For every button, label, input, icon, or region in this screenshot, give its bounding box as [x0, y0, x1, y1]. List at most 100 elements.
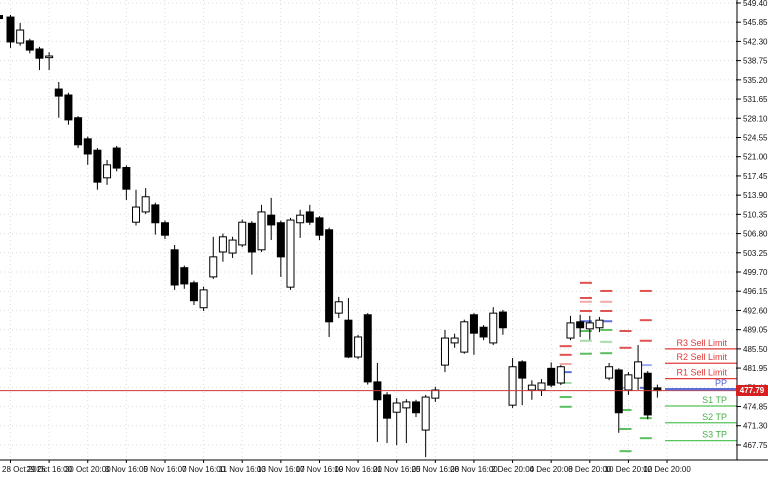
x-tick-label: 10 Dec 20:00	[605, 465, 653, 474]
pivot-dash	[600, 340, 613, 343]
candle-bear	[383, 394, 392, 419]
pivot-dash	[559, 363, 572, 366]
y-tick-label: 542.30	[743, 37, 768, 46]
x-tick-label: 7 Nov 16:00	[182, 465, 226, 474]
candle-bear	[479, 326, 488, 338]
candle-bull	[296, 214, 305, 224]
current-price-value: 477.79	[739, 386, 765, 396]
candle-bull	[238, 221, 247, 246]
candle-bull	[537, 382, 546, 391]
y-tick-label: 492.60	[743, 306, 768, 315]
pivot-dash	[619, 409, 632, 412]
x-tick-label: 3 Nov 16:00	[105, 465, 149, 474]
pivot-dash	[600, 289, 613, 292]
x-tick-label: 8 Dec 20:00	[568, 465, 612, 474]
candle-bull	[141, 196, 150, 213]
y-tick-label: 528.10	[743, 114, 768, 123]
x-tick-label: 2 Dec 20:00	[491, 465, 535, 474]
x-tick-label: 30 Oct 20:00	[65, 465, 111, 474]
candle-bear	[247, 222, 256, 253]
candle-bull	[450, 337, 459, 344]
y-tick-label: 506.80	[743, 230, 768, 239]
level-label-s1-tp[interactable]: S1 TP	[702, 395, 727, 405]
level-label-pp[interactable]: PP	[715, 378, 727, 388]
y-tick-label: 496.15	[743, 287, 768, 296]
level-label-s2-tp[interactable]: S2 TP	[702, 412, 727, 422]
candle-bull	[45, 55, 54, 59]
candle-bull	[460, 321, 469, 353]
candle-bear	[83, 138, 92, 155]
candle-bear	[93, 149, 102, 183]
y-tick-label: 521.00	[743, 153, 768, 162]
candle-bear	[180, 267, 189, 285]
level-label-r3-sell-limit[interactable]: R3 Sell Limit	[676, 338, 727, 348]
candle-bull	[257, 211, 266, 251]
pivot-dash	[639, 417, 652, 420]
y-tick-label: 481.95	[743, 364, 768, 373]
partial-candle	[0, 15, 3, 20]
x-tick-label: 28 Oct 2025	[2, 465, 46, 474]
current-price-tag: 477.79	[736, 385, 768, 397]
y-tick-label: 474.85	[743, 403, 768, 412]
pivot-dash	[639, 339, 652, 342]
candle-bear	[160, 222, 169, 236]
candle-bear	[64, 94, 73, 121]
y-tick-label: 510.35	[743, 210, 768, 219]
candle-bull	[228, 239, 237, 254]
candle-bear	[469, 314, 478, 334]
candle-bull	[440, 337, 449, 366]
candle-bull	[16, 29, 25, 44]
y-tick-label: 499.70	[743, 268, 768, 277]
candle-bear	[170, 249, 179, 286]
pivot-dash	[579, 320, 592, 323]
candle-bear	[412, 401, 421, 414]
y-tick-label: 489.05	[743, 326, 768, 335]
candle-bear	[25, 40, 34, 51]
pivot-dash	[579, 300, 592, 303]
y-tick-label: 545.85	[743, 18, 768, 27]
y-tick-label: 535.20	[743, 76, 768, 85]
candle-bull	[595, 319, 604, 329]
x-tick-label: 19 Nov 16:00	[334, 465, 382, 474]
candle-bull	[634, 361, 643, 379]
y-tick-label: 471.30	[743, 422, 768, 431]
level-label-s3-tp[interactable]: S3 TP	[702, 430, 727, 440]
level-label-r1-sell-limit[interactable]: R1 Sell Limit	[676, 368, 727, 378]
candle-bear	[151, 204, 160, 224]
x-tick-label: 28 Nov 16:00	[450, 465, 498, 474]
candle-bear	[315, 217, 324, 236]
candle-bull	[585, 322, 594, 330]
y-tick-label: 485.50	[743, 345, 768, 354]
pivot-dash	[559, 353, 572, 356]
x-tick-label: 11 Nov 16:00	[219, 465, 267, 474]
y-tick-label: 538.75	[743, 57, 768, 66]
candle-bull	[566, 322, 575, 339]
candle-bull	[199, 289, 208, 309]
candle-bear	[363, 314, 372, 383]
candle-bull	[218, 236, 227, 253]
candle-bear	[576, 321, 585, 329]
x-tick-label: 29 Oct 16:00	[26, 465, 72, 474]
candle-bear	[6, 16, 15, 43]
candle-bear	[344, 319, 353, 358]
x-tick-label: 17 Nov 16:00	[296, 465, 344, 474]
x-tick-label: 12 Dec 20:00	[643, 465, 691, 474]
candle-bull	[624, 374, 633, 391]
pivot-dash	[639, 437, 652, 440]
candle-bull	[209, 256, 218, 278]
candle-bear	[74, 117, 83, 146]
level-label-r2-sell-limit[interactable]: R2 Sell Limit	[676, 352, 727, 362]
candle-bear	[189, 282, 198, 302]
y-tick-label: 467.75	[743, 441, 768, 450]
candle-bull	[103, 164, 112, 179]
x-tick-label: 13 Nov 16:00	[257, 465, 305, 474]
pivot-dash	[639, 319, 652, 322]
candle-bear	[112, 147, 121, 169]
pivot-dash	[559, 371, 572, 374]
candle-bear	[305, 211, 314, 223]
y-tick-label: 517.45	[743, 172, 768, 181]
candle-bear	[122, 167, 131, 190]
y-tick-label: 524.55	[743, 133, 768, 142]
candle-bear	[54, 88, 63, 97]
